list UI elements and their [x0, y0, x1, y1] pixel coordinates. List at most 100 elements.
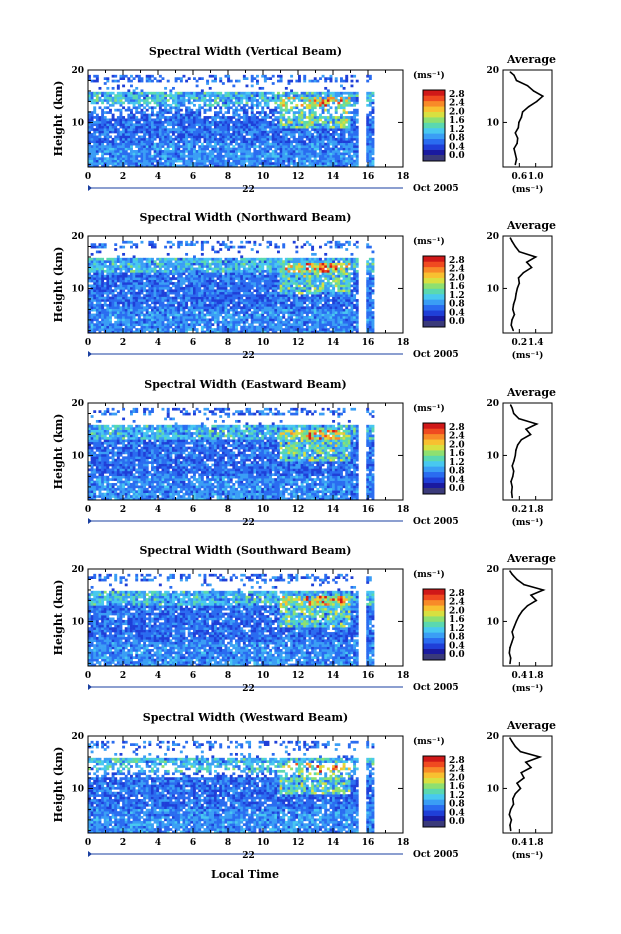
heatmap-cell — [127, 133, 130, 136]
heatmap-cell — [272, 128, 275, 131]
heatmap-cell — [162, 102, 165, 105]
heatmap-cell — [196, 287, 199, 290]
heatmap-cell — [91, 285, 94, 288]
heatmap-cell — [130, 301, 133, 304]
heatmap-cell — [135, 328, 138, 331]
heatmap-cell — [122, 77, 125, 80]
heatmap-cell — [154, 121, 157, 124]
heatmap-cell — [248, 128, 251, 131]
heatmap-cell — [180, 114, 183, 117]
heatmap-cell — [138, 282, 141, 285]
heatmap-cell — [135, 246, 138, 249]
heatmap-cell — [93, 102, 96, 105]
heatmap-cell — [253, 133, 256, 136]
heatmap-cell — [172, 309, 175, 312]
heatmap-cell — [285, 119, 288, 122]
heatmap-cell — [232, 138, 235, 141]
heatmap-cell — [204, 270, 207, 273]
heatmap-cell — [156, 287, 159, 290]
heatmap-cell — [133, 280, 136, 283]
heatmap-cell — [369, 140, 372, 143]
heatmap-cell — [122, 143, 125, 146]
heatmap-cell — [198, 272, 201, 275]
heatmap-cell — [322, 116, 325, 119]
heatmap-cell — [177, 263, 180, 266]
heatmap-cell — [188, 297, 191, 300]
heatmap-cell — [198, 99, 201, 102]
heatmap-cell — [345, 157, 348, 160]
heatmap-cell — [164, 102, 167, 105]
heatmap-cell — [330, 150, 333, 153]
heatmap-cell — [301, 133, 304, 136]
heatmap-cell — [175, 294, 178, 297]
heatmap-cell — [209, 280, 212, 283]
heatmap-cell — [117, 265, 120, 268]
heatmap-cell — [282, 119, 285, 122]
heatmap-cell — [248, 138, 251, 141]
heatmap-cell — [206, 306, 209, 309]
heatmap-cell — [154, 123, 157, 126]
heatmap-cell — [156, 272, 159, 275]
heatmap-cell — [356, 97, 359, 100]
heatmap-cell — [209, 311, 212, 314]
heatmap-cell — [351, 97, 354, 100]
heatmap-cell — [238, 299, 241, 302]
heatmap-cell — [122, 253, 125, 256]
heatmap-cell — [167, 311, 170, 314]
heatmap-cell — [198, 277, 201, 280]
colorbar: 0.00.40.81.21.62.02.42.8 — [423, 90, 465, 161]
heatmap-cell — [238, 275, 241, 278]
heatmap-cell — [230, 148, 233, 151]
heatmap-cell — [198, 323, 201, 326]
heatmap-cell — [280, 80, 283, 83]
heatmap-cell — [209, 123, 212, 126]
heatmap-cell — [122, 304, 125, 307]
heatmap-cell — [264, 135, 267, 138]
heatmap-cell — [135, 280, 138, 283]
heatmap-cell — [211, 260, 214, 263]
heatmap-cell — [177, 128, 180, 131]
heatmap-cell — [135, 292, 138, 295]
heatmap-cell — [109, 306, 112, 309]
heatmap-cell — [169, 297, 172, 300]
heatmap-cell — [327, 128, 330, 131]
colorbar-swatch — [423, 150, 445, 156]
heatmap-cell — [214, 268, 217, 271]
heatmap-cell — [141, 119, 144, 122]
heatmap-cell — [327, 116, 330, 119]
heatmap-cell — [172, 306, 175, 309]
heatmap-cell — [198, 111, 201, 114]
heatmap-cell — [343, 99, 346, 102]
heatmap-cell — [196, 80, 199, 83]
heatmap-cell — [209, 157, 212, 160]
heatmap-cell — [311, 114, 314, 117]
heatmap-cell — [327, 140, 330, 143]
heatmap-cell — [198, 304, 201, 307]
heatmap-cell — [156, 133, 159, 136]
heatmap-cell — [127, 162, 130, 165]
heatmap-cell — [372, 140, 375, 143]
heatmap-cell — [125, 148, 128, 151]
heatmap-cell — [167, 326, 170, 329]
heatmap-cell — [251, 314, 254, 317]
heatmap-cell — [183, 131, 186, 134]
heatmap-cell — [130, 304, 133, 307]
heatmap-cell — [225, 155, 228, 158]
heatmap-cell — [219, 294, 222, 297]
heatmap-cell — [235, 314, 238, 317]
heatmap-cell — [130, 282, 133, 285]
heatmap-cell — [172, 128, 175, 131]
heatmap-cell — [335, 111, 338, 114]
heatmap-cell — [219, 326, 222, 329]
heatmap-cell — [162, 270, 165, 273]
heatmap-cell — [96, 280, 99, 283]
heatmap-cell — [154, 306, 157, 309]
heatmap-cell — [120, 326, 123, 329]
heatmap-cell — [183, 328, 186, 331]
heatmap-cell — [106, 275, 109, 278]
heatmap-cell — [175, 289, 178, 292]
heatmap-cell — [201, 160, 204, 163]
heatmap-cell — [198, 297, 201, 300]
heatmap-cell — [232, 277, 235, 280]
heatmap-cell — [269, 162, 272, 165]
